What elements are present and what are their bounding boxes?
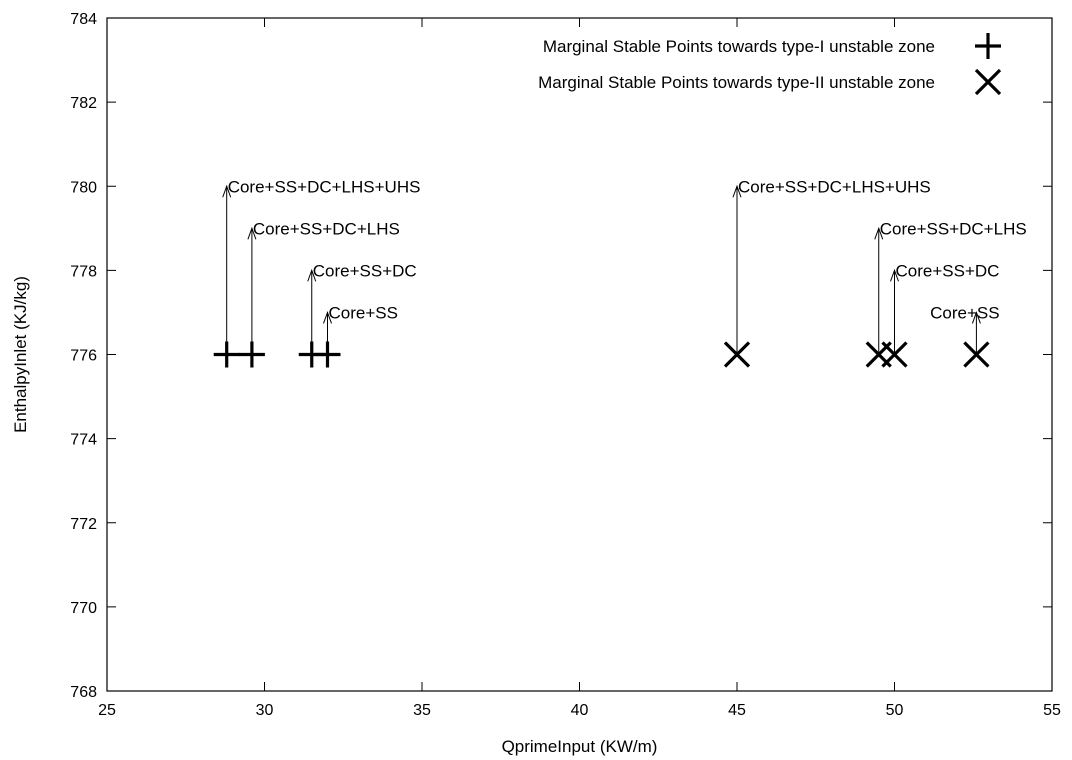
annotation-arrowhead [307, 268, 317, 282]
annotation-label: Core+SS+DC+LHS [253, 219, 400, 238]
y-tick-label: 784 [70, 11, 97, 28]
annotation-label: Core+SS [930, 303, 999, 322]
y-tick-label: 774 [70, 432, 97, 449]
annotations: Core+SS+DC+LHS+UHS Core+SS+DC+LHS Core+SS+… [222, 177, 1027, 355]
y-tick-label: 772 [70, 516, 97, 533]
y-tick-label: 778 [70, 263, 97, 280]
annotation-label: Core+SS+DC [896, 261, 1000, 280]
y-tick-label: 768 [70, 684, 97, 701]
x-tick-label: 30 [256, 702, 274, 719]
annotation-label: Core+SS+DC [313, 261, 417, 280]
x-tick-label: 25 [98, 702, 116, 719]
plus-marker-point [213, 341, 240, 368]
legend-label: Marginal Stable Points towards type-I un… [543, 37, 935, 56]
annotation-arrowhead [732, 184, 742, 198]
plus-marker-point [238, 341, 265, 368]
annotation-label: Core+SS+DC+LHS [880, 219, 1027, 238]
x-tick-label: 50 [886, 702, 904, 719]
y-tick-labels: 768 770 772 774 776 778 780 782 784 [70, 11, 97, 701]
x-axis-title: QprimeInput (KW/m) [502, 737, 658, 756]
data-markers [213, 341, 990, 368]
y-axis-title: EnthalpyInlet (KJ/kg) [11, 276, 30, 433]
annotation-label: Core+SS+DC+LHS+UHS [228, 177, 421, 196]
annotation-arrowhead [323, 310, 332, 324]
annotation-label: Core+SS+DC+LHS+UHS [738, 177, 931, 196]
x-tick-label: 35 [413, 702, 431, 719]
cross-marker-point [881, 341, 908, 368]
legend-label: Marginal Stable Points towards type-II u… [538, 73, 935, 92]
legend-marker [974, 68, 1002, 96]
annotation-arrowhead [874, 226, 884, 240]
y-tick-label: 776 [70, 348, 97, 365]
x-tick-label: 55 [1043, 702, 1061, 719]
annotation-arrowhead [971, 310, 981, 324]
x-tick-label: 45 [728, 702, 746, 719]
x-tick-label: 40 [571, 702, 589, 719]
y-tick-label: 770 [70, 600, 97, 617]
y-tick-label: 782 [70, 95, 97, 112]
x-tick-labels: 25 30 35 40 45 50 55 [98, 702, 1061, 719]
annotation-arrowhead [890, 268, 899, 282]
annotation-label: Core+SS [329, 303, 398, 322]
legend: Marginal Stable Points towards type-I un… [538, 33, 1002, 96]
axis-ticks [106, 17, 1053, 692]
annotation-arrowhead [247, 226, 257, 240]
cross-marker-point [723, 341, 751, 368]
cross-marker-point [963, 341, 990, 368]
annotation-arrowhead [222, 184, 232, 198]
plus-marker-point [314, 341, 341, 368]
y-tick-label: 780 [70, 179, 97, 196]
legend-marker [975, 33, 1001, 59]
